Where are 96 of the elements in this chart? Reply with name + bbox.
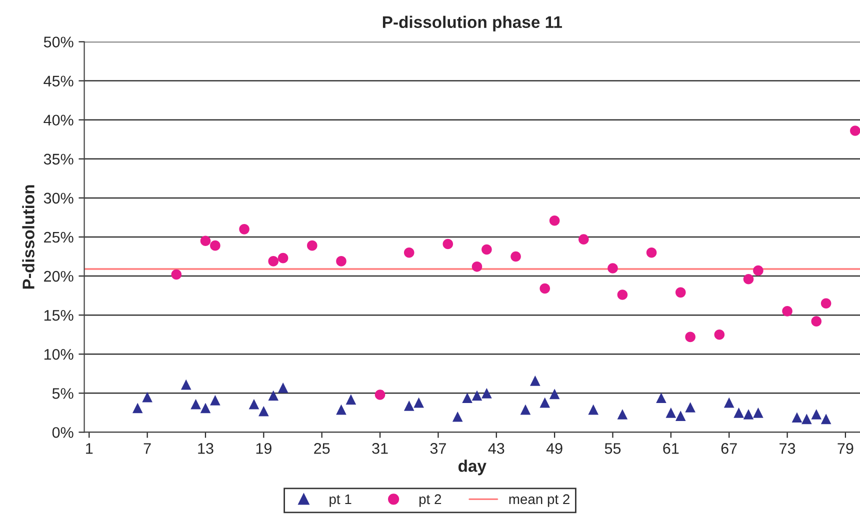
point <box>617 290 628 300</box>
point <box>608 263 618 274</box>
point <box>724 397 734 408</box>
legend-label: mean pt 2 <box>509 494 570 507</box>
point <box>646 247 657 258</box>
point <box>210 240 220 251</box>
point <box>462 392 472 404</box>
point <box>656 392 666 404</box>
point <box>200 236 211 246</box>
x-tick-label: 43 <box>488 443 504 454</box>
point <box>734 408 744 418</box>
point <box>743 274 754 284</box>
x-tick-label: 61 <box>663 443 679 454</box>
x-tick-label: 67 <box>721 443 737 454</box>
y-tick-label: 25% <box>44 232 74 243</box>
point <box>753 408 764 418</box>
y-tick-label: 20% <box>44 270 74 282</box>
point <box>850 126 860 136</box>
x-tick-label: 13 <box>198 443 214 454</box>
y-tick-label: 15% <box>44 310 74 321</box>
point <box>200 402 211 414</box>
y-tick-label: 35% <box>44 154 74 165</box>
y-tick-label: 10% <box>44 348 74 360</box>
point <box>578 234 589 244</box>
point <box>248 398 260 410</box>
x-tick-label: 55 <box>604 443 621 454</box>
point <box>142 392 152 402</box>
point <box>820 298 832 309</box>
point <box>820 414 832 424</box>
point <box>482 244 492 255</box>
point <box>171 269 182 280</box>
point <box>753 265 764 276</box>
x-tick-label: 7 <box>144 443 151 454</box>
x-axis-title: day <box>458 460 486 476</box>
point <box>278 382 288 393</box>
legend-label: pt 1 <box>330 494 352 507</box>
x-tick-label: 37 <box>430 443 446 454</box>
point <box>530 376 540 386</box>
y-tick-label: 50% <box>44 36 74 48</box>
x-tick-label: 73 <box>780 443 796 454</box>
point <box>374 390 386 400</box>
y-tick-label: 40% <box>44 114 74 126</box>
point <box>549 215 560 226</box>
point <box>268 256 279 266</box>
point <box>811 409 822 420</box>
point <box>540 397 550 408</box>
y-tick-label: 0% <box>52 427 74 438</box>
x-tick-label: 31 <box>372 443 388 454</box>
point <box>685 332 696 342</box>
point <box>452 411 463 422</box>
point <box>239 224 250 234</box>
y-tick-label: 30% <box>44 192 74 204</box>
point <box>414 397 424 408</box>
point <box>180 379 192 390</box>
legend-label: pt 2 <box>419 494 442 507</box>
point <box>617 409 628 420</box>
point <box>190 398 201 410</box>
point <box>132 402 143 414</box>
point <box>210 395 220 406</box>
point <box>540 283 550 294</box>
x-tick-label: 25 <box>314 443 330 454</box>
point <box>675 410 686 421</box>
point <box>666 408 676 418</box>
point <box>278 252 288 264</box>
point <box>268 390 279 401</box>
point <box>336 404 346 415</box>
point <box>802 414 812 424</box>
point <box>782 306 792 316</box>
point <box>520 404 531 415</box>
point <box>472 390 482 401</box>
point <box>472 262 482 272</box>
y-tick-label: 5% <box>52 388 74 399</box>
point <box>685 402 696 412</box>
chart-title: P-dissolution phase 11 <box>382 16 562 32</box>
point <box>714 329 725 340</box>
point <box>549 388 560 400</box>
point <box>588 404 598 415</box>
point <box>306 240 318 251</box>
point <box>743 409 754 420</box>
x-tick-label: 1 <box>86 443 93 454</box>
point <box>404 247 414 258</box>
point <box>346 394 356 405</box>
point <box>336 256 346 266</box>
point <box>258 406 269 416</box>
point <box>510 251 521 262</box>
x-tick-label: 19 <box>256 443 272 454</box>
point <box>675 287 686 298</box>
y-axis-title: P-dissolution <box>22 185 34 289</box>
point <box>792 412 802 423</box>
x-tick-label: 49 <box>546 443 562 454</box>
point <box>811 316 822 326</box>
x-tick-label: 79 <box>838 443 854 454</box>
point <box>442 238 454 250</box>
y-tick-label: 45% <box>44 76 74 86</box>
point <box>404 400 414 411</box>
point <box>482 388 492 398</box>
